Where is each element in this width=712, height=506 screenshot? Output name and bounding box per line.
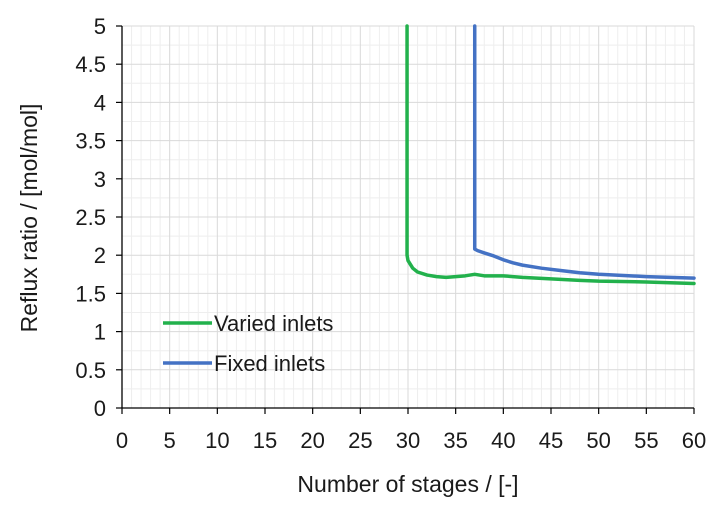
x-tick-label: 5	[164, 428, 176, 453]
legend-item-varied: Varied inlets	[163, 311, 333, 336]
legend: Varied inlets Fixed inlets	[163, 311, 333, 376]
x-tick-label: 35	[443, 428, 467, 453]
x-tick-label: 25	[348, 428, 372, 453]
y-tick-label: 3	[94, 167, 106, 192]
y-axis-title: Reflux ratio / [mol/mol]	[16, 104, 42, 333]
x-tick-label: 15	[253, 428, 277, 453]
legend-item-fixed: Fixed inlets	[163, 351, 325, 376]
tick-labels: 0 5 10 15 20 25 30 35 40 45 50 55 6000.511.522.533.5…	[75, 14, 706, 453]
axes	[116, 25, 695, 414]
y-tick-label: 0	[94, 396, 106, 421]
series-line-varied	[405, 24, 696, 286]
x-tick-label: 0	[116, 428, 128, 453]
y-tick-label: 0.5	[75, 358, 106, 383]
x-tick-label: 60	[682, 428, 706, 453]
legend-label-varied: Varied inlets	[214, 311, 333, 336]
x-tick-label: 45	[539, 428, 563, 453]
x-tick-label: 30	[396, 428, 420, 453]
y-tick-label: 4	[94, 90, 106, 115]
series-lines	[405, 24, 696, 286]
y-tick-label: 5	[94, 14, 106, 39]
x-tick-label: 20	[300, 428, 324, 453]
series-line-fixed	[472, 24, 696, 280]
x-axis-title: Number of stages / [-]	[297, 471, 518, 497]
y-tick-label: 3.5	[75, 129, 106, 154]
y-tick-label: 1	[94, 320, 106, 345]
y-tick-label: 2	[94, 243, 106, 268]
x-tick-label: 55	[634, 428, 658, 453]
y-tick-label: 1.5	[75, 281, 106, 306]
y-tick-label: 4.5	[75, 52, 106, 77]
x-tick-label: 10	[205, 428, 229, 453]
y-tick-label: 2.5	[75, 205, 106, 230]
x-tick-label: 40	[491, 428, 515, 453]
x-tick-label: 50	[586, 428, 610, 453]
legend-label-fixed: Fixed inlets	[214, 351, 325, 376]
